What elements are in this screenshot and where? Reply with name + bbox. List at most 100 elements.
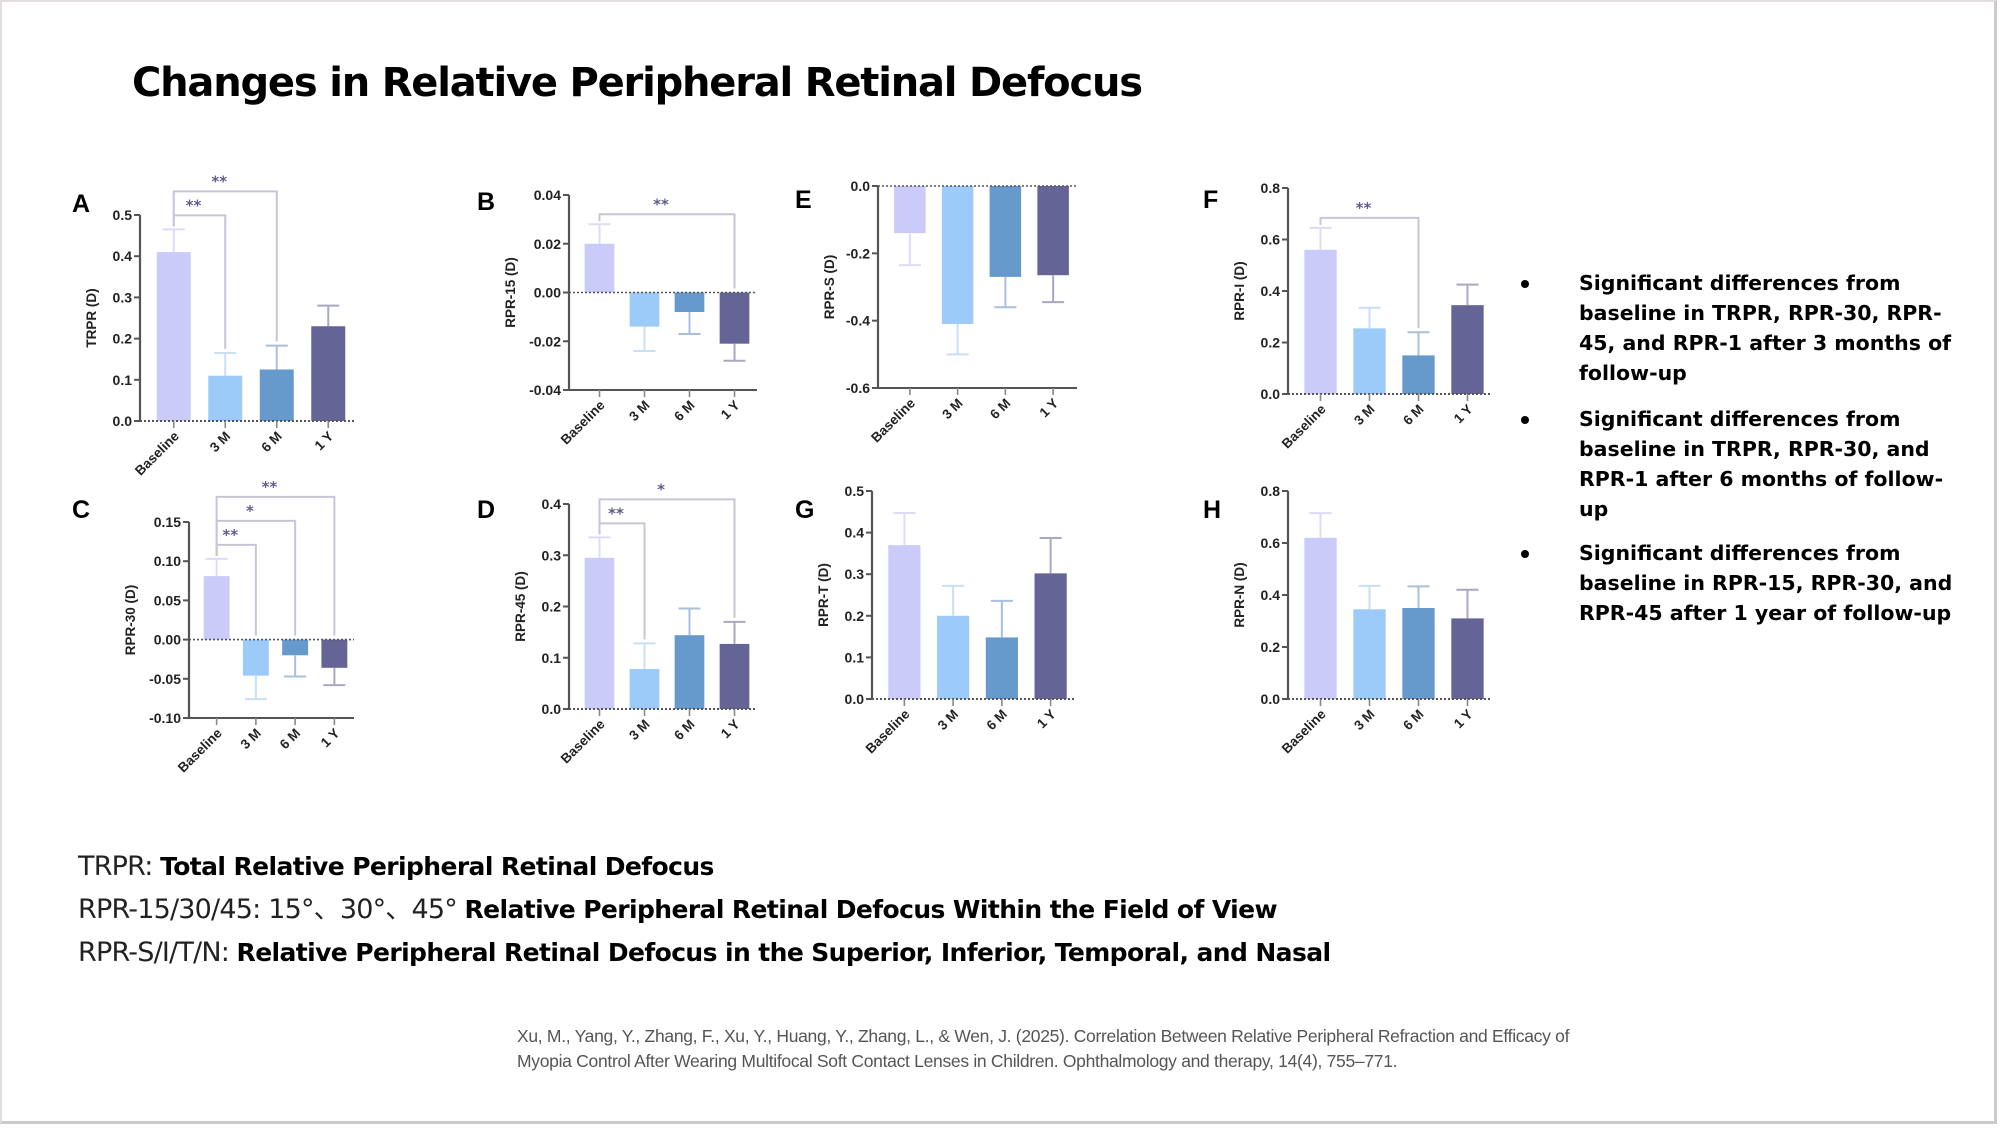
bar	[894, 186, 926, 234]
y-tick-label: 0.4	[1261, 587, 1281, 603]
x-tick-label: 3 M	[237, 726, 264, 753]
y-tick-label: 0.8	[1261, 483, 1281, 499]
y-tick-label: -0.2	[846, 245, 870, 261]
bar	[985, 637, 1018, 699]
x-tick-label: 6 M	[277, 726, 304, 753]
y-tick-label: 0.2	[1261, 639, 1281, 655]
y-tick-label: -0.6	[846, 380, 870, 396]
x-tick-label: 1 Y	[1036, 396, 1061, 421]
bar	[584, 243, 615, 293]
panel-label: G	[795, 496, 814, 524]
bar	[989, 186, 1022, 277]
x-tick-label: Baseline	[868, 395, 918, 445]
y-tick-label: -0.02	[529, 333, 561, 349]
bar	[1304, 537, 1337, 699]
bullet-text: Significant differences from baseline in…	[1579, 541, 1953, 625]
page-title: Changes in Relative Peripheral Retinal D…	[132, 60, 1143, 106]
x-tick-label: 1 Y	[1451, 402, 1476, 427]
bar	[208, 375, 243, 421]
definition-row: TRPR: Total Relative Peripheral Retinal …	[78, 845, 1330, 888]
y-tick-label: 0.6	[1261, 232, 1281, 248]
bar	[1353, 328, 1386, 394]
bar	[941, 186, 974, 325]
y-axis-label: TRPR (D)	[84, 288, 99, 347]
y-tick-label: 0.3	[845, 566, 865, 582]
y-axis-label: RPR-15 (D)	[503, 257, 518, 328]
y-axis-label: RPR-30 (D)	[123, 585, 138, 656]
y-tick-label: 0.2	[845, 608, 865, 624]
y-tick-label: 0.0	[542, 701, 562, 717]
y-tick-label: 0.5	[845, 483, 865, 499]
y-tick-label: 0.04	[534, 187, 561, 203]
x-tick-label: 1 Y	[718, 398, 743, 423]
x-tick-label: 6 M	[1400, 707, 1427, 734]
y-tick-label: 0.0	[851, 178, 871, 194]
x-tick-label: 6 M	[1400, 402, 1427, 429]
bar	[719, 292, 750, 344]
definition-text: Relative Peripheral Retinal Defocus in t…	[236, 938, 1332, 967]
significance-bracket	[598, 213, 736, 289]
y-axis-label: RPR-S (D)	[822, 255, 837, 320]
bar	[719, 643, 750, 709]
y-tick-label: 0.3	[113, 289, 133, 305]
panel-label: H	[1203, 496, 1221, 524]
significance-bracket	[1319, 216, 1420, 329]
x-tick-label: Baseline	[863, 706, 913, 756]
x-tick-label: 6 M	[987, 396, 1014, 423]
bar	[1451, 618, 1484, 699]
x-tick-label: 3 M	[626, 398, 653, 425]
citation-line: Myopia Control After Wearing Multifocal …	[517, 1051, 1398, 1071]
x-tick-label: 6 M	[671, 398, 698, 425]
x-tick-label: 3 M	[207, 429, 234, 456]
y-axis-label: RPR-I (D)	[1232, 261, 1247, 320]
bar	[1402, 608, 1435, 699]
y-tick-label: 0.5	[113, 207, 133, 223]
y-tick-label: 0.2	[113, 331, 133, 347]
significance-label: **	[186, 196, 202, 214]
significance-label: **	[653, 195, 669, 213]
bar	[674, 292, 705, 312]
bar	[156, 252, 191, 421]
significance-label: *	[657, 480, 665, 498]
significance-label: **	[608, 504, 624, 522]
significance-label: **	[211, 172, 227, 190]
x-tick-label: 1 Y	[1451, 707, 1476, 732]
panel-label: C	[72, 496, 90, 524]
y-tick-label: 0.3	[542, 547, 562, 563]
bar	[674, 635, 705, 709]
bar	[584, 557, 615, 709]
bar	[1402, 355, 1435, 394]
y-tick-label: 0.2	[1261, 335, 1281, 351]
y-tick-label: -0.05	[149, 671, 181, 687]
bar	[259, 369, 294, 421]
definition-abbr: RPR-S/I/T/N:	[78, 937, 230, 968]
x-tick-label: Baseline	[558, 397, 608, 447]
y-tick-label: 0.1	[845, 649, 865, 665]
y-tick-label: 0.0	[1261, 386, 1281, 402]
bar	[1304, 249, 1337, 394]
x-tick-label: 1 Y	[718, 717, 743, 742]
bar	[1034, 573, 1067, 699]
x-tick-label: 1 Y	[1034, 707, 1059, 732]
y-tick-label: 0.1	[113, 372, 133, 388]
y-tick-label: 0.4	[845, 525, 865, 541]
bar	[203, 576, 230, 640]
x-tick-label: 3 M	[939, 396, 966, 423]
y-tick-label: 0.8	[1261, 180, 1281, 196]
bar	[937, 615, 970, 699]
significance-bracket	[598, 498, 736, 618]
significance-label: **	[222, 526, 238, 544]
bar	[1451, 305, 1484, 394]
x-tick-label: 6 M	[671, 717, 698, 744]
x-tick-label: 1 Y	[318, 726, 343, 751]
bar	[888, 545, 921, 699]
x-tick-label: 3 M	[1351, 707, 1378, 734]
x-tick-label: Baseline	[1279, 706, 1329, 756]
bar	[629, 669, 660, 709]
bar	[1037, 186, 1069, 276]
definition-abbr: RPR-15/30/45: 15°、30°、45°	[78, 894, 458, 925]
x-tick-label: Baseline	[558, 716, 608, 766]
bullet-dot-icon	[1521, 550, 1529, 558]
